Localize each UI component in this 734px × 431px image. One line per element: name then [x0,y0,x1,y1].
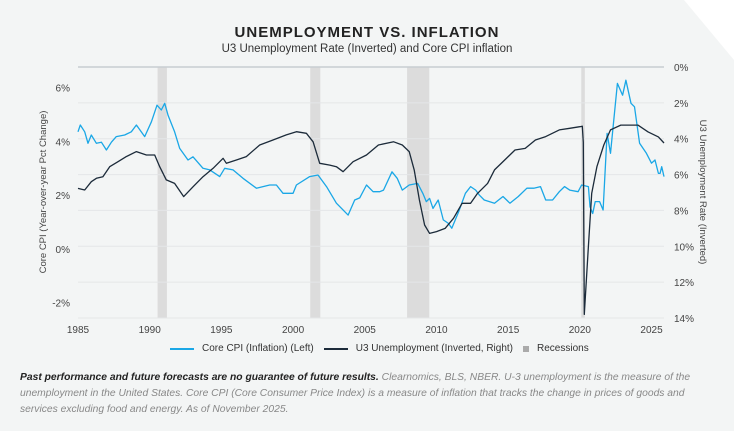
series-line-core-cpi [77,79,665,229]
right-tick-label: 14% [674,314,694,325]
legend-swatch-cpi [170,347,194,350]
footnote-source: Clearnomics, BLS, NBER. U-3 unemployment… [20,372,691,415]
right-axis-title: U3 Unemployment Rate (Inverted) [697,120,708,265]
x-tick-label: 2020 [569,325,592,336]
footnote: Past performance and future forecasts ar… [20,370,715,418]
x-tick-label: 1995 [210,325,233,336]
legend-swatch-unemployment [323,347,348,350]
x-tick-label: 2005 [354,325,377,336]
background-corner [684,0,734,60]
left-tick-label: 6% [56,84,71,95]
left-tick-label: 4% [56,137,71,148]
legend-item-cpi: Core CPI (Inflation) (Left) [170,343,314,354]
right-tick-label: 12% [674,278,694,289]
right-tick-label: 2% [674,99,689,110]
chart: 0% 2% 4% 6% 8% 10% 12% 14% 6% 4% 2% 0% -2% 1985 1990 19… [38,63,708,336]
legend-swatch-recessions [523,345,530,352]
left-tick-label: 2% [56,191,71,202]
chart-title: UNEMPLOYMENT VS. INFLATION [234,24,500,41]
right-tick-label: 0% [674,63,689,74]
right-tick-label: 4% [674,135,689,146]
recession-band [157,67,167,318]
x-tick-label: 1985 [67,325,90,336]
legend-label-unemployment: U3 Unemployment (Inverted, Right) [355,343,514,354]
legend-label-cpi: Core CPI (Inflation) (Left) [202,343,314,354]
right-tick-label: 10% [674,242,694,253]
legend-label-recessions: Recessions [537,343,589,354]
x-tick-label: 1990 [139,325,162,336]
left-axis-title: Core CPI (Year-over-year Pct Change) [38,111,49,274]
right-tick-label: 6% [674,171,689,182]
x-tick-label: 2000 [282,325,305,336]
left-tick-label: 0% [56,245,71,256]
right-tick-label: 8% [674,206,689,217]
x-tick-label: 2025 [640,325,663,336]
legend-item-unemployment: U3 Unemployment (Inverted, Right) [323,343,514,354]
recession-band [310,67,321,318]
legend: Core CPI (Inflation) (Left) U3 Unemploym… [170,343,593,354]
x-tick-label: 2015 [497,325,520,336]
footnote-disclaimer: Past performance and future forecasts ar… [20,372,379,383]
left-tick-label: -2% [52,299,70,310]
legend-item-recessions: Recessions [523,343,589,354]
chart-subtitle: U3 Unemployment Rate (Inverted) and Core… [221,43,513,55]
x-tick-label: 2010 [425,325,448,336]
series-line-unemployment [77,124,665,316]
